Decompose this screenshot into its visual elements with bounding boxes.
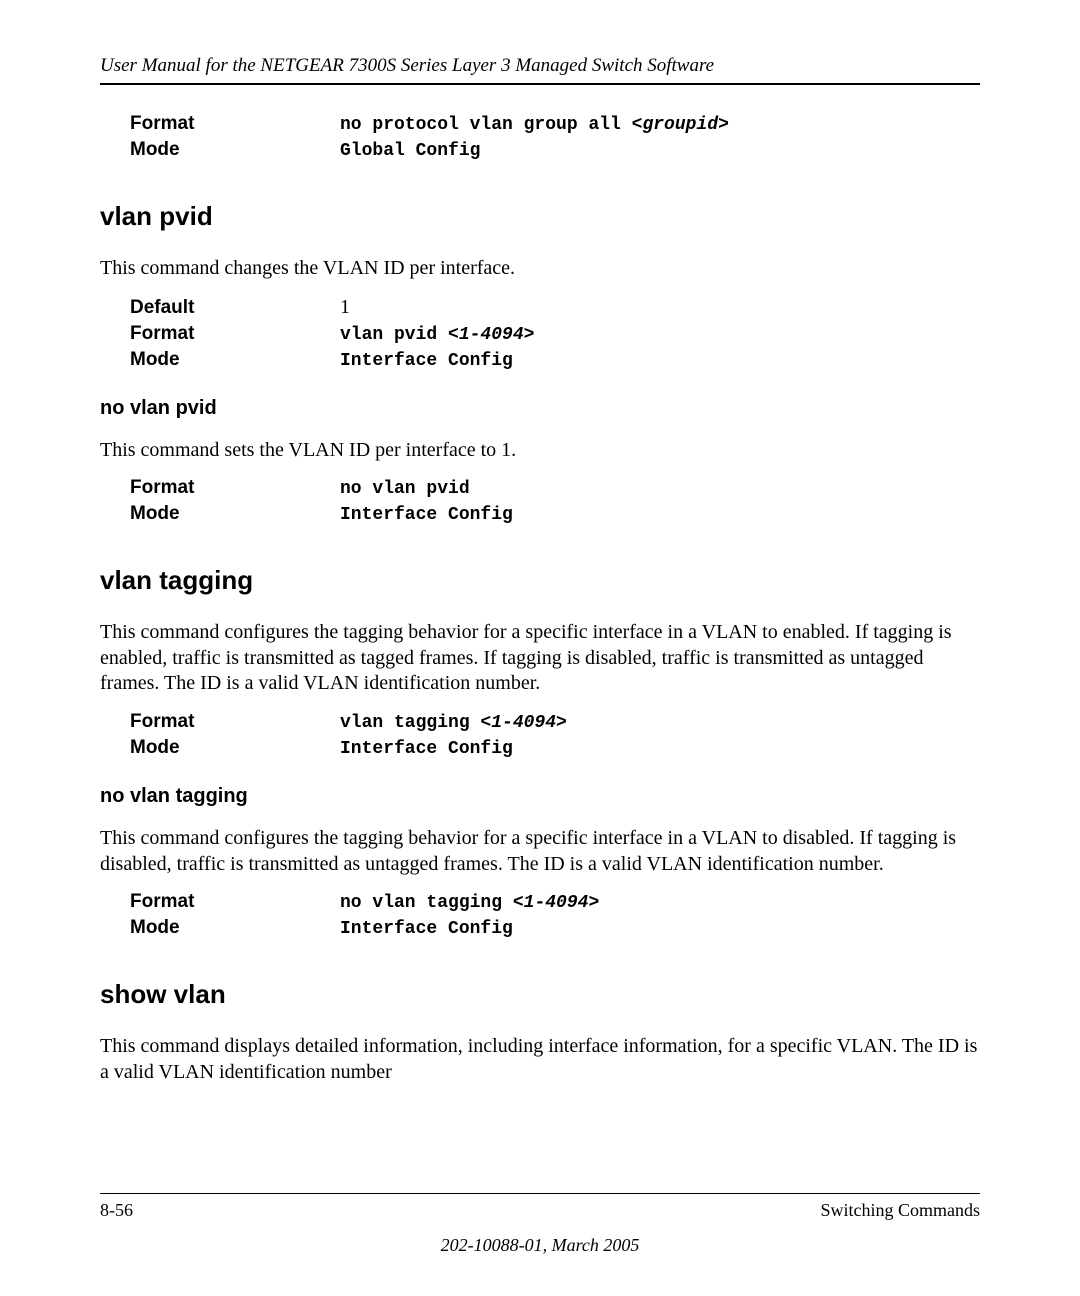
block-no-protocol-vlan: Format no protocol vlan group all <group… [100, 113, 980, 161]
desc-no-vlan-pvid: This command sets the VLAN ID per interf… [100, 438, 980, 464]
value-format: no vlan tagging <1-4094> [340, 893, 599, 913]
heading-show-vlan: show vlan [100, 979, 980, 1010]
desc-no-vlan-tagging: This command configures the tagging beha… [100, 826, 980, 877]
heading-vlan-pvid: vlan pvid [100, 201, 980, 232]
param-row-format: Format no protocol vlan group all <group… [100, 113, 980, 135]
param-row-mode: Mode Interface Config [100, 503, 980, 525]
value-format: no protocol vlan group all <groupid> [340, 115, 729, 135]
label-format: Format [130, 891, 340, 913]
block-vlan-tagging: Format vlan tagging <1-4094> Mode Interf… [100, 711, 980, 759]
value-format: vlan tagging <1-4094> [340, 713, 567, 733]
param-row-format: Format vlan tagging <1-4094> [100, 711, 980, 733]
page-number: 8-56 [100, 1200, 133, 1221]
block-no-vlan-tagging: Format no vlan tagging <1-4094> Mode Int… [100, 891, 980, 939]
value-mode: Interface Config [340, 351, 513, 371]
block-vlan-pvid: Default 1 Format vlan pvid <1-4094> Mode… [100, 296, 980, 371]
param-row-mode: Mode Global Config [100, 139, 980, 161]
block-no-vlan-pvid: Format no vlan pvid Mode Interface Confi… [100, 477, 980, 525]
doc-reference: 202-10088-01, March 2005 [100, 1235, 980, 1256]
heading-no-vlan-tagging: no vlan tagging [100, 785, 980, 808]
param-row-mode: Mode Interface Config [100, 349, 980, 371]
param-row-format: Format no vlan tagging <1-4094> [100, 891, 980, 913]
header-rule [100, 83, 980, 85]
value-mode: Global Config [340, 141, 480, 161]
value-mode: Interface Config [340, 739, 513, 759]
label-mode: Mode [130, 349, 340, 371]
value-mode: Interface Config [340, 919, 513, 939]
value-default: 1 [340, 296, 350, 319]
label-format: Format [130, 477, 340, 499]
heading-no-vlan-pvid: no vlan pvid [100, 397, 980, 420]
param-row-format: Format vlan pvid <1-4094> [100, 323, 980, 345]
label-mode: Mode [130, 503, 340, 525]
param-row-mode: Mode Interface Config [100, 737, 980, 759]
param-row-mode: Mode Interface Config [100, 917, 980, 939]
label-mode: Mode [130, 917, 340, 939]
label-mode: Mode [130, 139, 340, 161]
param-row-format: Format no vlan pvid [100, 477, 980, 499]
page-footer: 8-56 Switching Commands 202-10088-01, Ma… [100, 1181, 980, 1256]
desc-show-vlan: This command displays detailed informati… [100, 1034, 980, 1085]
label-mode: Mode [130, 737, 340, 759]
label-format: Format [130, 323, 340, 345]
page-header: User Manual for the NETGEAR 7300S Series… [100, 55, 980, 77]
label-default: Default [130, 297, 340, 319]
footer-row: 8-56 Switching Commands [100, 1200, 980, 1221]
section-name: Switching Commands [820, 1200, 980, 1221]
value-format: no vlan pvid [340, 479, 470, 499]
label-format: Format [130, 113, 340, 135]
heading-vlan-tagging: vlan tagging [100, 565, 980, 596]
value-mode: Interface Config [340, 505, 513, 525]
desc-vlan-pvid: This command changes the VLAN ID per int… [100, 256, 980, 282]
value-format: vlan pvid <1-4094> [340, 325, 534, 345]
desc-vlan-tagging: This command configures the tagging beha… [100, 620, 980, 697]
footer-rule [100, 1193, 980, 1194]
label-format: Format [130, 711, 340, 733]
param-row-default: Default 1 [100, 296, 980, 319]
